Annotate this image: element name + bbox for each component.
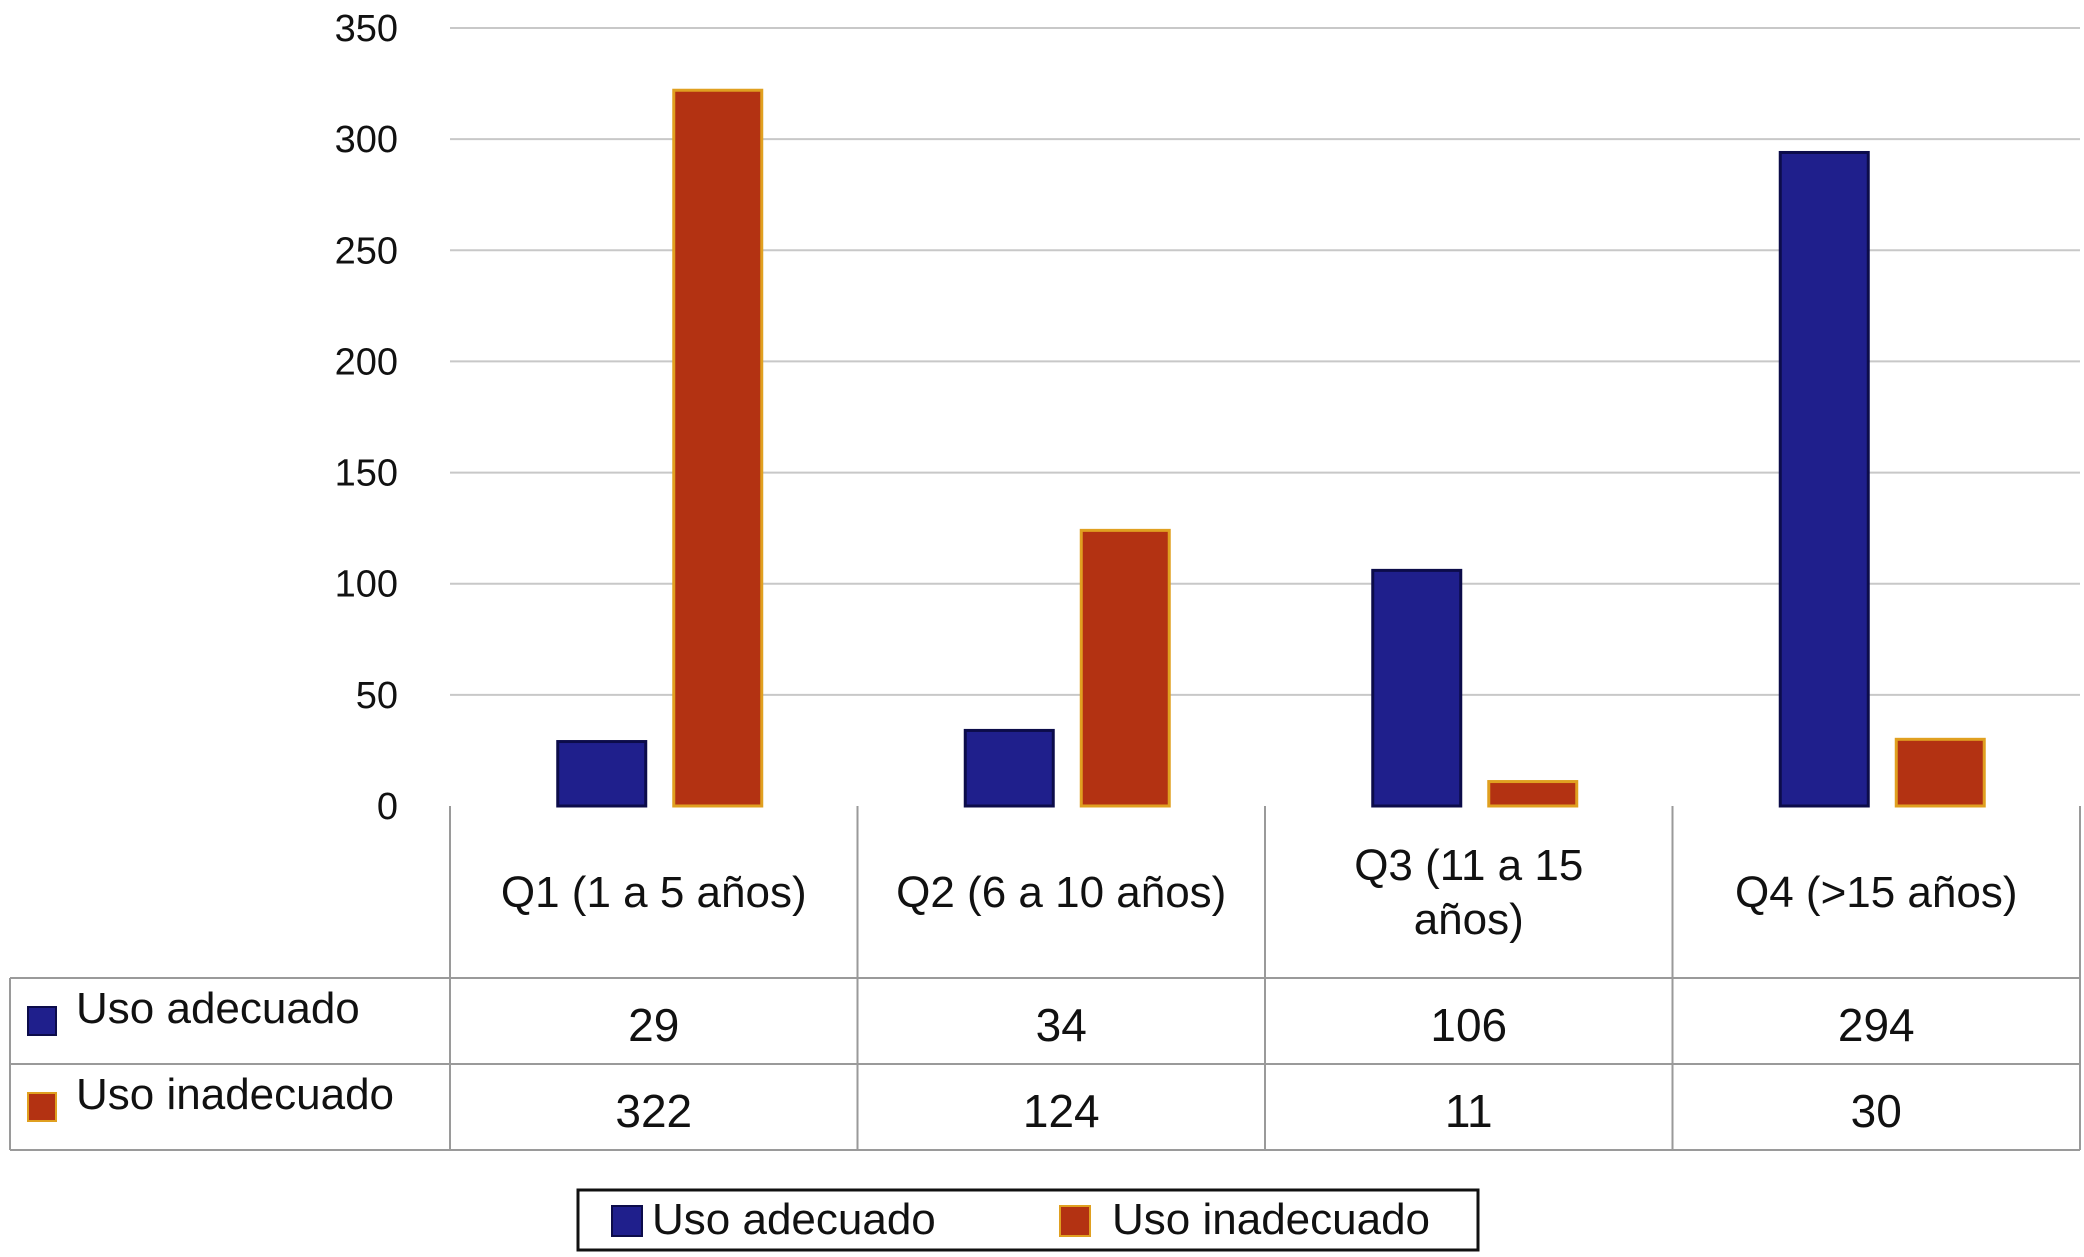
legend-label: Uso inadecuado (1112, 1195, 1430, 1244)
bar-uso-adecuado-q1 (556, 740, 648, 808)
y-tick-label: 100 (335, 564, 398, 606)
y-tick-label: 200 (335, 341, 398, 383)
data-label: 34 (1036, 999, 1087, 1051)
x-category-label: Q1 (1 a 5 años) (501, 868, 807, 917)
data-label: 11 (1445, 1085, 1493, 1137)
table-legend-key (27, 1006, 57, 1036)
y-tick-label: 50 (356, 675, 398, 717)
data-label: 322 (615, 1085, 692, 1137)
x-category-label: Q2 (6 a 10 años) (896, 868, 1226, 917)
data-label: 124 (1023, 1085, 1100, 1137)
bar-uso-adecuado-q3 (1371, 568, 1463, 808)
bar-uso-adecuado-q4 (1778, 150, 1870, 808)
y-tick-label: 300 (335, 119, 398, 161)
table-row-label: Uso inadecuado (76, 1070, 394, 1119)
table-row-label: Uso adecuado (76, 984, 360, 1033)
x-category-label: años) (1414, 895, 1524, 944)
bar-uso-inadecuado-q3 (1487, 780, 1579, 808)
x-category-label: Q3 (11 a 15 (1354, 841, 1583, 890)
data-label: 294 (1838, 999, 1915, 1051)
legend-box (576, 1188, 1480, 1252)
y-tick-label: 150 (335, 453, 398, 495)
bar-uso-adecuado-q2 (963, 728, 1055, 808)
data-label: 30 (1851, 1085, 1902, 1137)
bar-uso-inadecuado-q2 (1079, 528, 1171, 808)
y-tick-label: 0 (377, 786, 398, 828)
legend-key (1059, 1205, 1091, 1237)
legend-key (611, 1205, 643, 1237)
y-tick-label: 250 (335, 230, 398, 272)
y-tick-label: 350 (335, 8, 398, 50)
table-legend-key (27, 1092, 57, 1122)
x-category-label: Q4 (>15 años) (1735, 868, 2018, 917)
data-label: 29 (628, 999, 679, 1051)
bar-uso-inadecuado-q1 (672, 88, 764, 808)
bar-uso-inadecuado-q4 (1894, 737, 1986, 808)
data-label: 106 (1430, 999, 1507, 1051)
legend-label: Uso adecuado (652, 1195, 936, 1244)
